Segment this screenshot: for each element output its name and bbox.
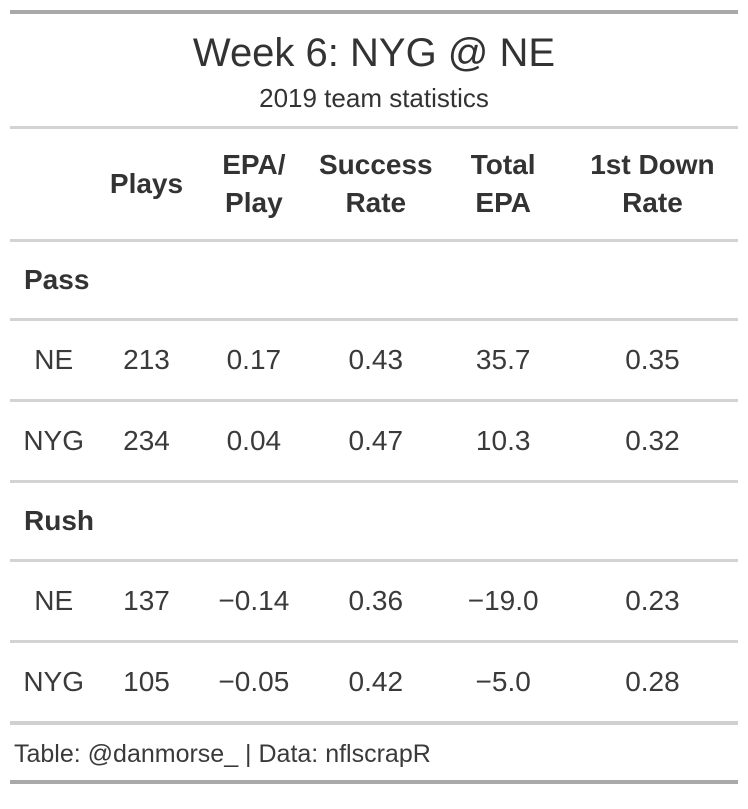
column-header-team (10, 128, 97, 241)
table-title: Week 6: NYG @ NE (192, 31, 556, 75)
group-header-pass: Pass (10, 241, 738, 320)
table-row-rush-ne: NE 137 −0.14 0.36 −19.0 0.23 (10, 561, 738, 642)
table-subtitle: 2019 team statistics (259, 83, 489, 113)
column-header-label: Total (470, 149, 536, 180)
first-down-rate-cell: 0.23 (625, 585, 680, 616)
top-accent-bar (10, 10, 738, 14)
header-row: Plays EPA/ Play Success Rate Total EPA 1… (10, 127, 738, 241)
bottom-accent-bar (10, 780, 738, 784)
source-credit: Table: @danmorse_ | Data: nflscrapR (14, 740, 431, 768)
team-cell: NE (34, 344, 74, 375)
table-row-rush-nyg: NYG 105 −0.05 0.42 −5.0 0.28 (10, 642, 738, 724)
success-rate-cell: 0.42 (348, 666, 404, 697)
column-header-label: EPA/ (222, 149, 286, 180)
group-pass: Pass NE 213 0.17 0.43 35.7 0.35 NYG 234 … (10, 241, 738, 482)
column-header-label: EPA (475, 187, 531, 218)
first-down-rate-cell: 0.32 (625, 425, 680, 456)
column-header-label: Plays (109, 168, 184, 199)
plays-cell: 137 (123, 585, 170, 616)
team-cell: NE (34, 585, 74, 616)
epa-per-play-cell: 0.04 (226, 425, 282, 456)
success-rate-cell: 0.36 (348, 585, 404, 616)
team-cell: NYG (23, 425, 85, 456)
column-header-success-rate: Success Rate (312, 128, 439, 241)
first-down-rate-cell: 0.28 (625, 666, 680, 697)
success-rate-cell: 0.47 (348, 425, 404, 456)
success-rate-cell: 0.43 (348, 344, 404, 375)
column-header-label: 1st Down (590, 149, 715, 180)
column-header-epa-per-play: EPA/ Play (196, 128, 312, 241)
column-header-label: Rate (345, 187, 407, 218)
team-statistics-table: Plays EPA/ Play Success Rate Total EPA 1… (10, 126, 738, 725)
total-epa-cell: 35.7 (475, 344, 531, 375)
column-header-total-epa: Total EPA (439, 128, 566, 241)
stats-table-card: Week 6: NYG @ NE 2019 team statistics Pl… (10, 10, 738, 784)
total-epa-cell: −5.0 (475, 666, 531, 697)
column-header-label: Play (225, 187, 283, 218)
plays-cell: 213 (123, 344, 170, 375)
column-header-plays: Plays (97, 128, 195, 241)
plays-cell: 234 (123, 425, 170, 456)
column-header-label: Success (318, 149, 433, 180)
column-header-label: Rate (622, 187, 683, 218)
group-header-rush: Rush (10, 482, 738, 561)
table-row-pass-ne: NE 213 0.17 0.43 35.7 0.35 (10, 320, 738, 401)
epa-per-play-cell: 0.17 (226, 344, 282, 375)
group-label: Pass (24, 264, 90, 295)
team-cell: NYG (23, 666, 85, 697)
total-epa-cell: −19.0 (467, 585, 539, 616)
first-down-rate-cell: 0.35 (625, 344, 680, 375)
epa-per-play-cell: −0.05 (218, 666, 290, 697)
group-label: Rush (24, 505, 94, 536)
column-header-first-down-rate: 1st Down Rate (567, 128, 738, 241)
group-rush: Rush NE 137 −0.14 0.36 −19.0 0.23 NYG 10… (10, 482, 738, 724)
plays-cell: 105 (123, 666, 170, 697)
epa-per-play-cell: −0.14 (218, 585, 290, 616)
total-epa-cell: 10.3 (475, 425, 531, 456)
table-row-pass-nyg: NYG 234 0.04 0.47 10.3 0.32 (10, 401, 738, 482)
